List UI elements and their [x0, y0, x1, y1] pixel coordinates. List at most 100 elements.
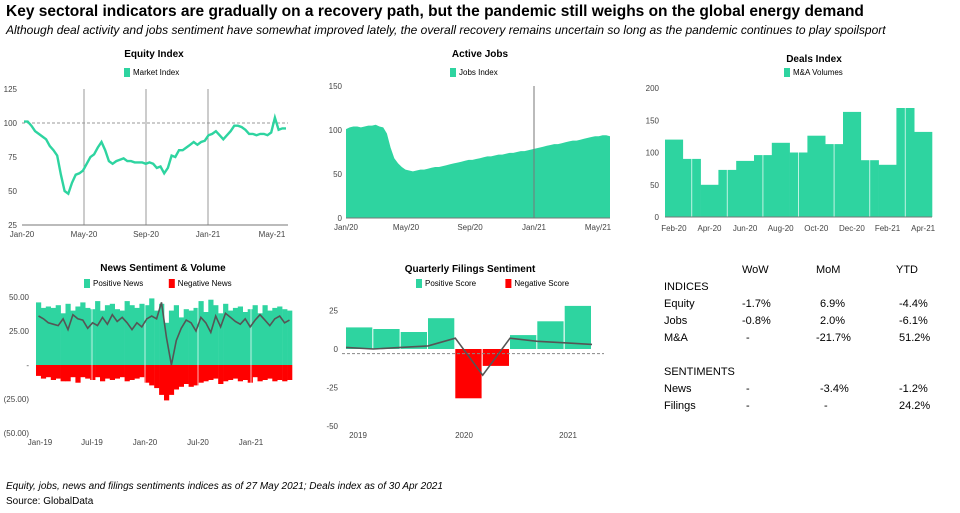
bar: [80, 365, 86, 378]
x-tick-label: Jan/21: [522, 223, 547, 232]
header-ytd: YTD: [896, 264, 918, 276]
bar: [40, 307, 47, 365]
row-mom: -: [824, 400, 828, 412]
bar: [154, 310, 160, 365]
bar: [232, 307, 239, 365]
series-line: [24, 113, 286, 196]
bar: [183, 365, 189, 384]
legend-label: Positive News: [93, 279, 143, 288]
bar: [247, 365, 253, 383]
bar: [771, 142, 790, 217]
bar: [272, 307, 278, 365]
bar: [50, 307, 56, 365]
bar: [282, 365, 288, 382]
bar: [665, 139, 684, 217]
bar: [277, 365, 283, 380]
bar: [55, 305, 61, 365]
bar: [537, 321, 564, 349]
bar: [168, 365, 175, 395]
bar: [70, 310, 76, 365]
legend-label: Negative Score: [514, 279, 569, 288]
bar: [188, 365, 194, 387]
bar: [75, 306, 81, 365]
header-wow: WoW: [742, 264, 769, 276]
y-tick-label: 150: [646, 116, 660, 125]
bar: [139, 365, 145, 378]
y-tick-label: 50: [8, 187, 17, 196]
bar: [95, 301, 101, 365]
y-tick-label: (25.00): [4, 395, 30, 404]
bar: [564, 305, 591, 349]
bar: [134, 365, 140, 379]
bar: [134, 307, 140, 365]
bar: [85, 307, 91, 365]
legend-label: Jobs Index: [459, 68, 498, 77]
bar: [282, 309, 288, 365]
bar: [65, 365, 71, 382]
equity-index-chart: Equity Index Market Index 25 50 75 100 125 Jan-…: [0, 46, 300, 246]
bar: [40, 365, 47, 379]
section-indices: INDICES: [664, 281, 709, 293]
row-wow: -: [746, 383, 750, 395]
bar: [242, 365, 248, 380]
legend-label: Market Index: [133, 68, 179, 77]
legend-swatch: [168, 279, 175, 288]
bar: [736, 160, 755, 217]
bar: [914, 131, 933, 217]
x-tick-label: Feb-21: [875, 224, 901, 233]
bar: [700, 184, 719, 218]
bar: [159, 365, 165, 395]
bar: [287, 310, 293, 365]
row-mom: -3.4%: [820, 383, 849, 395]
bar: [218, 313, 224, 365]
bar: [45, 306, 51, 365]
bar: [60, 365, 66, 382]
bar: [100, 365, 106, 382]
legend-swatch: [784, 68, 790, 77]
y-tick-label: 200: [646, 84, 660, 93]
y-tick-label: -50: [326, 422, 338, 431]
bar: [400, 332, 427, 349]
bar: [144, 365, 150, 383]
series-area: [346, 124, 610, 218]
x-tick-label: Apr-21: [911, 224, 936, 233]
bar: [109, 365, 115, 380]
row-wow: -: [746, 400, 750, 412]
row-wow: -: [746, 332, 750, 344]
bar: [45, 365, 51, 378]
bar: [95, 365, 101, 378]
x-tick-label: Apr-20: [697, 224, 722, 233]
bar: [60, 313, 66, 365]
x-tick-label: Sep/20: [457, 223, 483, 232]
y-tick-label: 75: [8, 153, 17, 162]
bar: [164, 365, 170, 401]
legend-swatch: [505, 279, 512, 288]
legend-swatch: [84, 279, 90, 288]
x-tick-label: 2021: [559, 431, 577, 440]
legend-label: M&A Volumes: [793, 68, 843, 77]
bar: [203, 312, 209, 365]
x-tick-label: Sep-20: [133, 230, 159, 239]
chart-svg: News Sentiment & Volume Positive News Nega…: [4, 263, 293, 447]
legend-swatch: [450, 68, 456, 77]
bar: [510, 335, 537, 349]
section-sentiments: SENTIMENTS: [664, 366, 735, 378]
y-tick-label: 0: [338, 214, 343, 223]
x-tick-label: Jan-21: [239, 438, 264, 447]
row-label: News: [664, 383, 692, 395]
x-tick-label: Aug-20: [768, 224, 794, 233]
y-tick-label: (50.00): [4, 429, 30, 438]
row-mom: -21.7%: [816, 332, 851, 344]
legend-swatch: [124, 68, 130, 77]
bar: [65, 303, 71, 365]
bar: [149, 365, 155, 386]
legend-label: Positive Score: [425, 279, 477, 288]
x-tick-label: Jan-21: [196, 230, 221, 239]
bar: [70, 365, 76, 378]
chart-title: Quarterly Filings Sentiment: [405, 264, 536, 275]
summary-table: WoW MoM YTD INDICES Equity -1.7% 6.9% -4…: [664, 262, 944, 422]
chart-svg: Active Jobs Jobs Index 0 50 100 150 Jan/20 May/…: [329, 49, 612, 232]
bar: [247, 309, 253, 365]
x-tick-label: Jan-20: [10, 230, 35, 239]
y-tick-label: 100: [329, 126, 343, 135]
